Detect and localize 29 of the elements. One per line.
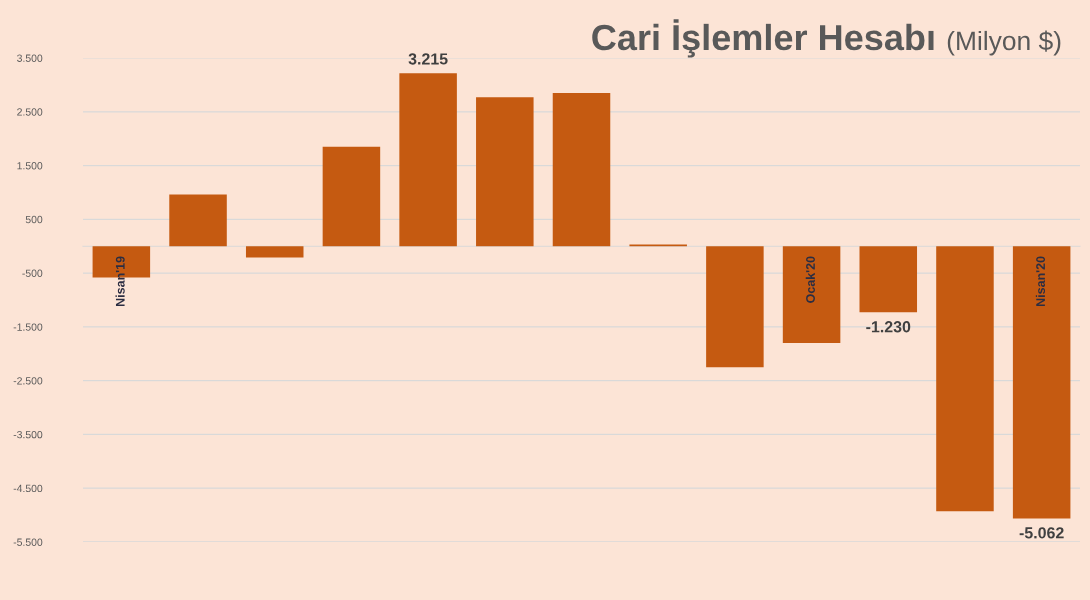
y-tick-label: 3.500: [17, 54, 43, 62]
bar: [1012, 246, 1071, 519]
y-tick-label: -1.500: [13, 323, 43, 331]
data-label: 3.215: [408, 53, 448, 65]
bar: [552, 92, 611, 247]
data-label: -5.062: [1019, 527, 1064, 539]
y-tick-label: 500: [25, 215, 43, 224]
bar: [169, 194, 227, 247]
bar: [476, 97, 534, 247]
y-tick-label: -4.500: [13, 484, 43, 493]
bar: [706, 246, 764, 368]
y-tick-label: -3.500: [13, 430, 43, 439]
y-tick-label: 2.500: [17, 108, 43, 116]
bar: [782, 246, 841, 344]
y-tick-label: -2.500: [13, 377, 43, 385]
chart-title: Cari İşlemler Hesabı: [592, 19, 934, 58]
y-tick-label: 1.500: [17, 162, 43, 170]
x-tick-label: Nisan'20: [1035, 256, 1046, 307]
bar: [936, 246, 994, 512]
y-tick-label: -500: [22, 269, 43, 277]
bar: [859, 246, 918, 313]
data-label: -1.230: [866, 321, 911, 333]
bar: [245, 246, 304, 258]
chart-subtitle: (Milyon $): [947, 30, 1061, 56]
x-tick-label: Nisan'19: [115, 256, 125, 307]
bar: [399, 73, 457, 247]
y-tick-label: -5.500: [13, 538, 43, 546]
x-tick-label: Ocak'20: [805, 256, 815, 303]
bar: [322, 146, 381, 247]
